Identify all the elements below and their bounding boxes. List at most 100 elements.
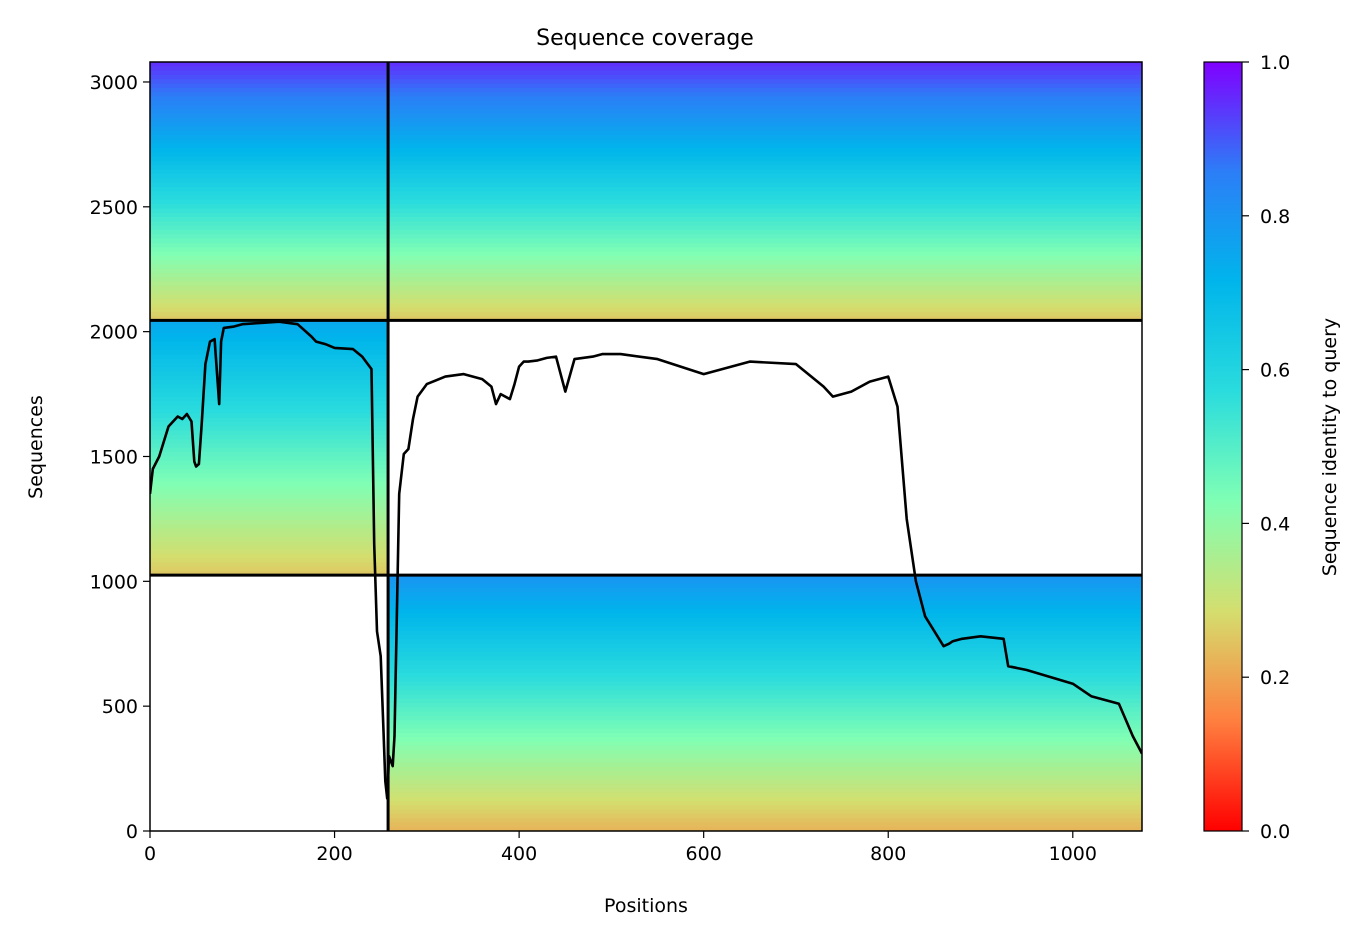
heatmap-band xyxy=(150,117,389,123)
heatmap-band xyxy=(150,92,389,98)
heatmap-band xyxy=(388,208,1142,214)
colorbar-tick-label: 0.4 xyxy=(1260,513,1290,535)
heatmap-band xyxy=(150,105,389,110)
heatmap-band xyxy=(388,724,1142,730)
heatmap-band xyxy=(388,767,1142,772)
heatmap-band xyxy=(388,186,1142,192)
heatmap-band xyxy=(150,464,389,470)
heatmap-band xyxy=(150,277,389,283)
heatmap-band xyxy=(150,152,389,158)
heatmap-band xyxy=(388,728,1142,734)
heatmap-band xyxy=(388,784,1142,789)
heatmap-band xyxy=(150,251,389,257)
heatmap-band xyxy=(388,311,1142,317)
heatmap-band xyxy=(388,217,1142,222)
colorbar-tick-label: 0.0 xyxy=(1260,821,1290,843)
heatmap-band xyxy=(150,333,389,338)
y-tick-label: 2000 xyxy=(90,322,138,344)
heatmap-band xyxy=(150,451,389,457)
y-tick-label: 1000 xyxy=(90,571,138,593)
heatmap-band xyxy=(388,626,1142,632)
heatmap-band xyxy=(150,515,389,521)
heatmap-band xyxy=(150,570,389,576)
heatmap-band xyxy=(150,182,389,188)
heatmap-band xyxy=(150,350,389,355)
heatmap-band xyxy=(388,732,1142,738)
heatmap-block xyxy=(388,575,1142,831)
heatmap-band xyxy=(388,268,1142,274)
heatmap-band xyxy=(388,788,1142,794)
heatmap-band xyxy=(150,148,389,154)
heatmap-band xyxy=(150,285,389,291)
heatmap-band xyxy=(150,165,389,171)
heatmap-band xyxy=(150,79,389,85)
heatmap-band xyxy=(150,405,389,411)
heatmap-band xyxy=(150,392,389,398)
heatmap-band xyxy=(388,711,1142,717)
y-tick-label: 0 xyxy=(126,821,138,843)
heatmap-band xyxy=(388,66,1142,72)
coverage-line xyxy=(150,320,1142,800)
heatmap-band xyxy=(388,212,1142,218)
heatmap-band xyxy=(388,83,1142,89)
heatmap-band xyxy=(150,371,389,377)
heatmap-band xyxy=(388,294,1142,300)
heatmap-band xyxy=(388,634,1142,640)
heatmap-band xyxy=(150,345,389,351)
heatmap-band xyxy=(150,135,389,141)
heatmap-band xyxy=(150,62,389,67)
heatmap-band xyxy=(150,234,389,240)
heatmap-band xyxy=(388,694,1142,700)
heatmap-band xyxy=(388,818,1142,824)
heatmap-band xyxy=(388,298,1142,304)
heatmap-band xyxy=(388,698,1142,704)
heatmap-band xyxy=(388,234,1142,240)
heatmap-band xyxy=(150,519,389,525)
heatmap-band xyxy=(150,379,389,385)
heatmap-band xyxy=(150,100,389,106)
heatmap-band xyxy=(388,251,1142,257)
heatmap-band xyxy=(150,273,389,278)
heatmap-band xyxy=(388,273,1142,278)
heatmap-band xyxy=(388,195,1142,201)
heatmap-band xyxy=(150,422,389,428)
heatmap-band xyxy=(388,715,1142,721)
heatmap-band xyxy=(388,126,1142,132)
heatmap-band xyxy=(150,264,389,270)
heatmap-band xyxy=(388,758,1142,764)
heatmap-band xyxy=(388,745,1142,751)
heatmap-band xyxy=(388,737,1142,743)
heatmap-band xyxy=(388,113,1142,119)
heatmap-band xyxy=(388,281,1142,287)
heatmap-band xyxy=(388,703,1142,708)
heatmap-band xyxy=(150,354,389,360)
heatmap-band xyxy=(150,426,389,432)
heatmap-band xyxy=(150,307,389,313)
heatmap-band xyxy=(388,609,1142,615)
x-tick-label: 200 xyxy=(316,843,352,865)
heatmap-band xyxy=(388,92,1142,98)
plot-frame xyxy=(149,61,1143,832)
heatmap-band xyxy=(388,135,1142,141)
heatmap-band xyxy=(388,749,1142,755)
colorbar-tick-label: 1.0 xyxy=(1260,52,1290,74)
heatmap-band xyxy=(150,524,389,529)
heatmap-band xyxy=(388,613,1142,619)
heatmap-band xyxy=(388,316,1142,322)
heatmap-band xyxy=(388,130,1142,136)
heatmap-band xyxy=(150,126,389,132)
heatmap-band xyxy=(150,204,389,210)
heatmap-band xyxy=(150,401,389,406)
heatmap-band xyxy=(150,337,389,343)
heatmap-band xyxy=(388,161,1142,166)
heatmap-band xyxy=(388,100,1142,106)
x-axis-label: Positions xyxy=(604,895,688,917)
heatmap-band xyxy=(388,677,1142,683)
heatmap-band xyxy=(150,225,389,231)
heatmap-band xyxy=(388,247,1142,253)
heatmap-band xyxy=(150,229,389,235)
heatmap-band xyxy=(150,311,389,317)
heatmap-band xyxy=(388,681,1142,687)
heatmap-band xyxy=(150,388,389,394)
